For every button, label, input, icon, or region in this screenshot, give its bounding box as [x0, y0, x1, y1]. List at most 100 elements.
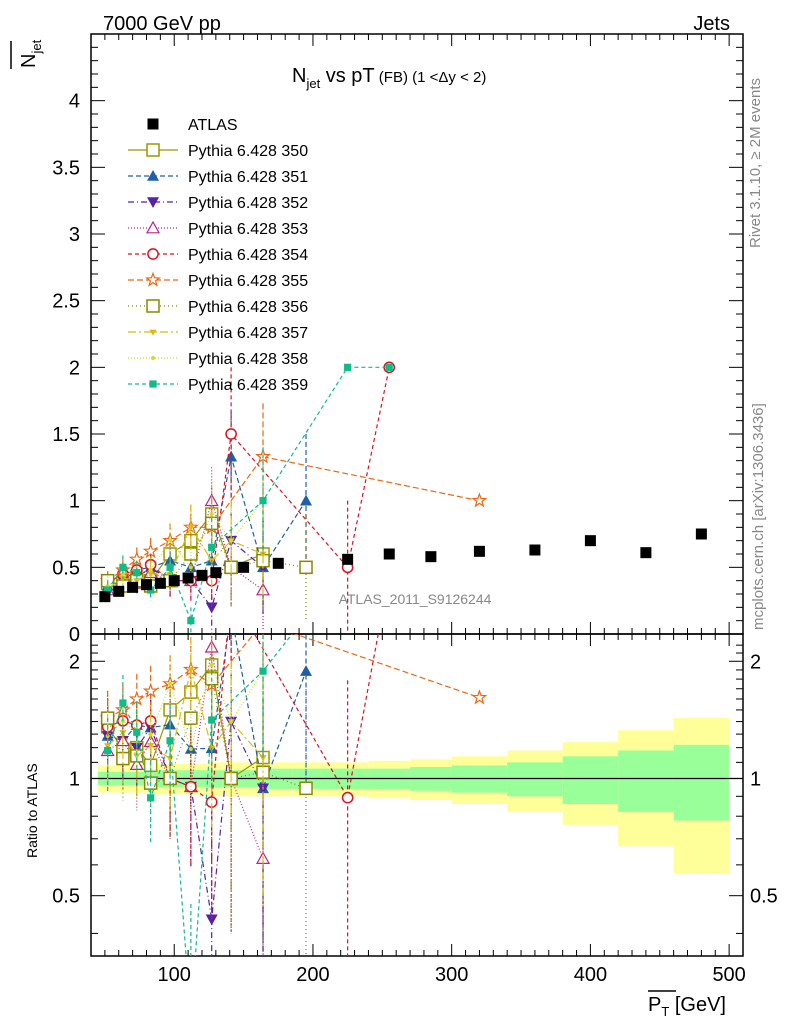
data-point: [640, 547, 652, 559]
axes-group: [90, 33, 744, 957]
series-point: [133, 578, 141, 585]
data-point: [238, 561, 250, 573]
legend-label: ATLAS: [188, 117, 238, 134]
data-point: [383, 548, 395, 560]
legend-marker: [146, 143, 160, 157]
legend-item: Pythia 6.428 354: [128, 247, 308, 264]
series-ratio-point: [148, 732, 153, 737]
series-point: [299, 560, 313, 575]
data-point: [210, 567, 222, 579]
series-ratio-point: [133, 728, 141, 736]
series-line: [107, 366, 390, 623]
ratio-y-tick-label: 2: [69, 651, 80, 673]
series-point: [209, 512, 214, 516]
series-ratio-point: [104, 747, 112, 755]
data-point: [342, 553, 354, 565]
series-point: [166, 563, 174, 571]
series-ratio-point: [209, 662, 214, 667]
series-ratio-point: [384, 570, 394, 580]
series-point: [300, 494, 313, 506]
x-tick-label: 300: [435, 964, 468, 986]
x-axis-label: PT [GeV]: [648, 994, 726, 1019]
watermark: ATLAS_2011_S9126244: [339, 591, 492, 607]
legend-marker: [149, 329, 157, 336]
legend-label: Pythia 6.428 350: [188, 143, 308, 160]
data-point: [584, 535, 596, 547]
series-ratio-line: [107, 719, 264, 920]
series-ratio-point: [229, 719, 234, 724]
y-tick-label: 3.5: [52, 157, 80, 179]
legend-item: Pythia 6.428 359: [128, 377, 308, 394]
series-point: [142, 542, 159, 559]
x-tick-label: 100: [158, 964, 191, 986]
series-ratio-point: [225, 607, 237, 618]
legend-marker: [145, 271, 161, 287]
legend-marker: [151, 356, 155, 360]
series-point: [259, 497, 267, 505]
title-rest: vs pT: [320, 65, 374, 87]
legend-marker: [147, 197, 159, 208]
series-ratio-point: [208, 716, 216, 724]
header-right: Jets: [693, 13, 730, 35]
series-point: [471, 492, 488, 508]
series-point: [119, 563, 127, 571]
ylabel-main: N: [18, 54, 40, 68]
title-small: (FB) (1 <Δy < 2): [375, 69, 487, 86]
series-point: [133, 569, 141, 577]
legend-label: Pythia 6.428 358: [188, 351, 308, 368]
data-point: [99, 591, 111, 603]
data-point: [168, 575, 180, 587]
series-point: [225, 428, 237, 440]
series-ratio-point: [188, 746, 193, 751]
y-axis-label: Njet: [18, 39, 44, 68]
series-point: [187, 617, 195, 625]
series-ratio-point: [184, 711, 198, 725]
header-left: 7000 GeV pp: [103, 13, 221, 35]
ratio-y-tick-label: 0.5: [52, 886, 80, 908]
series-point: [344, 363, 352, 371]
series-ratio-point: [386, 571, 393, 578]
y-tick-label: 4: [69, 91, 80, 113]
series-ratio-point: [168, 681, 173, 686]
ratio-y-tick-label-right: 0.5: [750, 886, 778, 908]
series-ratio-point: [471, 689, 488, 705]
series-ratio-point: [166, 737, 174, 745]
band-stat: [562, 756, 619, 804]
series-ratio-point: [259, 755, 267, 762]
series-ratio-line: [107, 634, 379, 804]
data-point: [196, 569, 208, 581]
y-tick-label: 3: [69, 224, 80, 246]
series-ratio-line: [107, 669, 264, 760]
legend-item-atlas: ATLAS: [147, 117, 238, 134]
series-ratio-point: [187, 667, 195, 674]
y-tick-label: 0.5: [52, 557, 80, 579]
legend-label: Pythia 6.428 351: [188, 169, 308, 186]
series-ratio-line: [107, 634, 307, 791]
xlabel-main: P: [648, 994, 661, 1016]
band-stat: [618, 750, 674, 813]
legend-item: Pythia 6.428 352: [128, 195, 308, 212]
y-tick-label: 1.5: [52, 424, 80, 446]
legend-label: Pythia 6.428 357: [188, 325, 308, 342]
data-point: [113, 585, 125, 597]
series-ratio-point: [259, 667, 267, 675]
series-point: [120, 572, 125, 576]
series-line: [107, 500, 264, 587]
band-stat: [673, 744, 730, 821]
series-ratio-point: [300, 665, 313, 676]
band-stat: [507, 762, 563, 797]
x-tick-label: 200: [296, 964, 329, 986]
series-ratio-point: [142, 682, 159, 698]
data-point: [182, 572, 194, 584]
legend-item: Pythia 6.428 350: [128, 143, 308, 160]
series-ratio-point: [341, 791, 354, 804]
series-ratio-point: [129, 757, 144, 770]
legend-label: Pythia 6.428 354: [188, 247, 308, 264]
legend-marker: [147, 118, 159, 130]
legend-item: Pythia 6.428 356: [128, 299, 308, 316]
ylabel-sub: jet: [29, 39, 44, 54]
series-ratio-point: [147, 742, 155, 749]
series-point: [188, 565, 193, 570]
series-layer: [99, 361, 488, 956]
